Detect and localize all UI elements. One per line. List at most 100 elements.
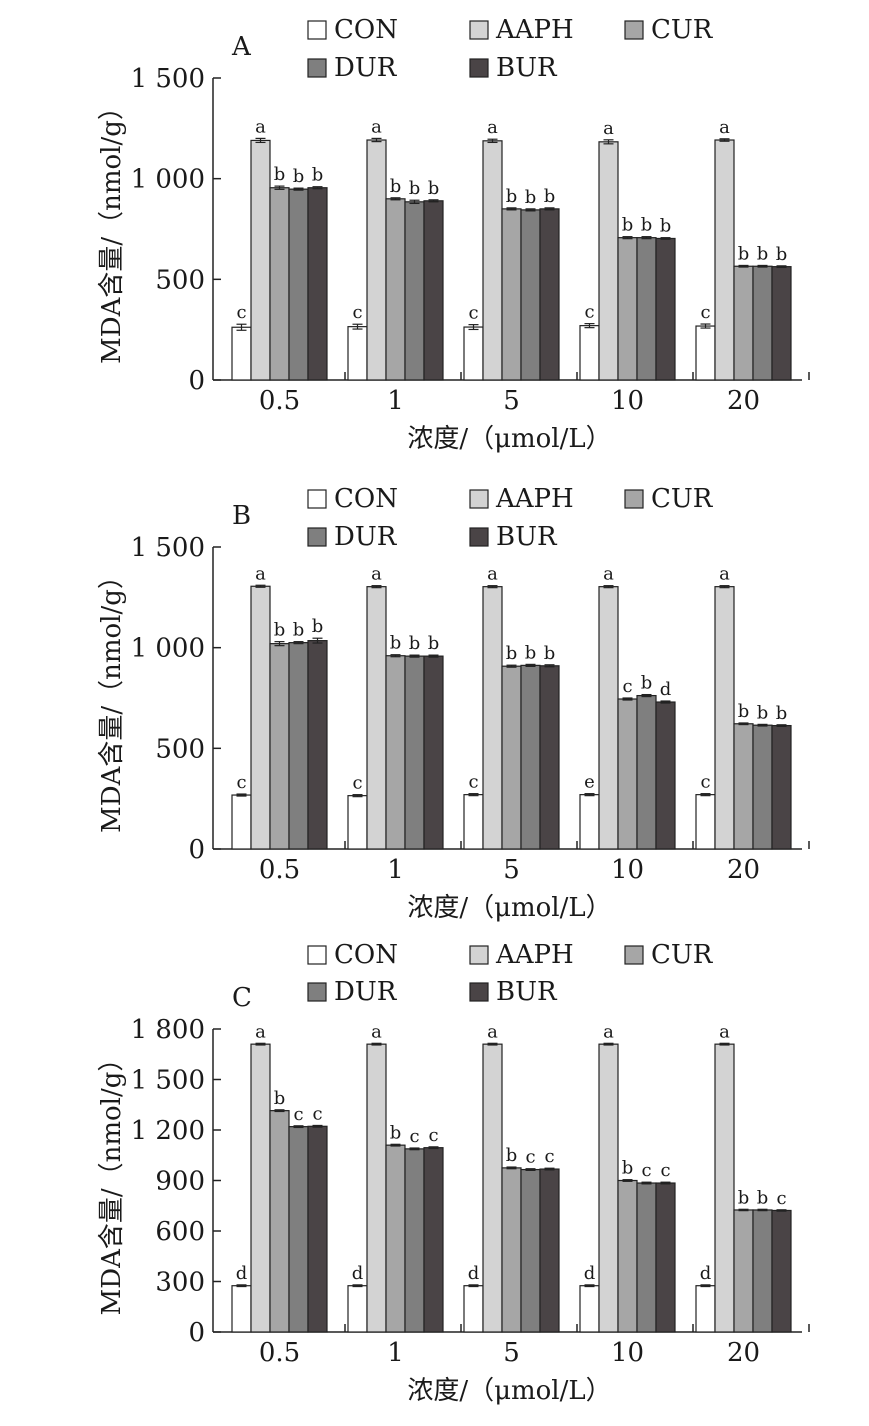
bar-con-1	[347, 1285, 368, 1333]
bar-aaph-1	[366, 586, 387, 850]
significance-letter: a	[487, 1021, 498, 1042]
significance-letter: a	[487, 564, 498, 585]
legend-swatch-cur	[624, 20, 644, 40]
x-tick-label: 0.5	[259, 855, 300, 885]
bar-con-5	[463, 326, 484, 381]
significance-letter: a	[603, 118, 614, 139]
legend-label-aaph: AAPH	[495, 15, 574, 45]
legend-label-bur: BUR	[496, 977, 558, 1007]
bar-con-0.5	[231, 1285, 252, 1333]
y-tick-label: 1 500	[131, 533, 205, 563]
bar-dur-5	[520, 209, 541, 381]
bar-con-0.5	[231, 326, 252, 381]
significance-letter: a	[255, 116, 266, 137]
significance-letter: c	[776, 1188, 786, 1209]
bar-bur-5	[539, 208, 560, 381]
panel-letter: C	[232, 983, 252, 1013]
bar-aaph-10	[598, 586, 619, 850]
x-tick-label: 10	[611, 386, 644, 416]
legend-label-con: CON	[334, 15, 398, 45]
legend-label-bur: BUR	[496, 53, 558, 83]
significance-letter: a	[603, 1021, 614, 1042]
significance-letter: a	[371, 564, 382, 585]
significance-letter: b	[409, 633, 421, 654]
bar-cur-1	[385, 1144, 406, 1333]
bar-con-5	[463, 1285, 484, 1333]
significance-letter: a	[719, 564, 730, 585]
x-tick-label: 1	[387, 1338, 404, 1368]
bar-bur-0.5	[307, 187, 328, 381]
bar-dur-1	[404, 1148, 425, 1333]
bar-cur-1	[385, 198, 406, 381]
x-tick-label: 20	[727, 386, 760, 416]
legend-label-dur: DUR	[334, 53, 398, 83]
bar-bur-1	[423, 200, 444, 381]
y-tick-label: 1 500	[131, 64, 205, 94]
significance-letter: a	[255, 563, 266, 584]
y-tick-label: 1 500	[131, 1066, 205, 1096]
x-axis-title: 浓度/（μmol/L）	[407, 1376, 611, 1406]
significance-letter: a	[371, 116, 382, 137]
significance-letter: b	[622, 215, 634, 236]
legend-swatch-bur	[469, 982, 489, 1002]
chart-panel-a: A CON AAPH CUR DUR BUR 0 500 1 000 1 500MDA含量/（nm…	[97, 15, 810, 454]
significance-letter: c	[236, 302, 246, 323]
significance-letter: d	[584, 1263, 596, 1284]
significance-letter: c	[544, 1146, 554, 1167]
significance-letter: b	[641, 673, 653, 694]
significance-letter: b	[544, 643, 556, 664]
bar-aaph-10	[598, 141, 619, 381]
y-tick-label: 1 000	[131, 634, 205, 664]
significance-letter: c	[660, 1160, 670, 1181]
y-tick-label: 1 000	[131, 165, 205, 195]
bar-aaph-20	[714, 1043, 735, 1333]
x-tick-label: 10	[611, 855, 644, 885]
bar-dur-20	[752, 1209, 773, 1333]
significance-letter: c	[352, 302, 362, 323]
bar-cur-5	[501, 208, 522, 381]
bar-dur-0.5	[288, 1126, 309, 1333]
legend-label-aaph: AAPH	[495, 484, 574, 514]
y-tick-label: 0	[188, 835, 205, 865]
bar-bur-0.5	[307, 640, 328, 850]
bar-bur-1	[423, 1147, 444, 1333]
x-tick-label: 20	[727, 855, 760, 885]
x-tick-label: 20	[727, 1338, 760, 1368]
legend-swatch-con	[307, 20, 327, 40]
bar-dur-10	[636, 1182, 657, 1333]
significance-letter: c	[428, 1125, 438, 1146]
bar-cur-10	[617, 698, 638, 850]
bar-bur-20	[771, 1209, 792, 1333]
y-axis-title: MDA含量/（nmol/g）	[97, 94, 127, 364]
bar-cur-20	[733, 723, 754, 850]
x-tick-label: 0.5	[259, 386, 300, 416]
bar-aaph-20	[714, 586, 735, 850]
y-tick-label: 300	[155, 1268, 205, 1298]
significance-letter: d	[468, 1263, 480, 1284]
bar-cur-0.5	[269, 1110, 290, 1333]
bar-aaph-10	[598, 1043, 619, 1333]
significance-letter: e	[584, 772, 595, 793]
significance-letter: c	[293, 1104, 303, 1125]
significance-letter: b	[757, 702, 769, 723]
significance-letter: c	[468, 303, 478, 324]
significance-letter: d	[700, 1263, 712, 1284]
bar-dur-5	[520, 664, 541, 850]
significance-letter: c	[352, 773, 362, 794]
y-axis-title: MDA含量/（nmol/g）	[97, 563, 127, 833]
significance-letter: b	[409, 178, 421, 199]
bar-cur-0.5	[269, 643, 290, 850]
significance-letter: b	[428, 633, 440, 654]
significance-letter: c	[584, 302, 594, 323]
bar-bur-20	[771, 266, 792, 381]
significance-letter: b	[738, 243, 750, 264]
legend-swatch-con	[307, 489, 327, 509]
bar-cur-20	[733, 1209, 754, 1333]
bar-dur-20	[752, 724, 773, 850]
legend-label-dur: DUR	[334, 522, 398, 552]
significance-letter: b	[757, 1187, 769, 1208]
panel-letter: B	[232, 501, 251, 531]
significance-letter: b	[506, 643, 518, 664]
x-tick-label: 1	[387, 386, 404, 416]
